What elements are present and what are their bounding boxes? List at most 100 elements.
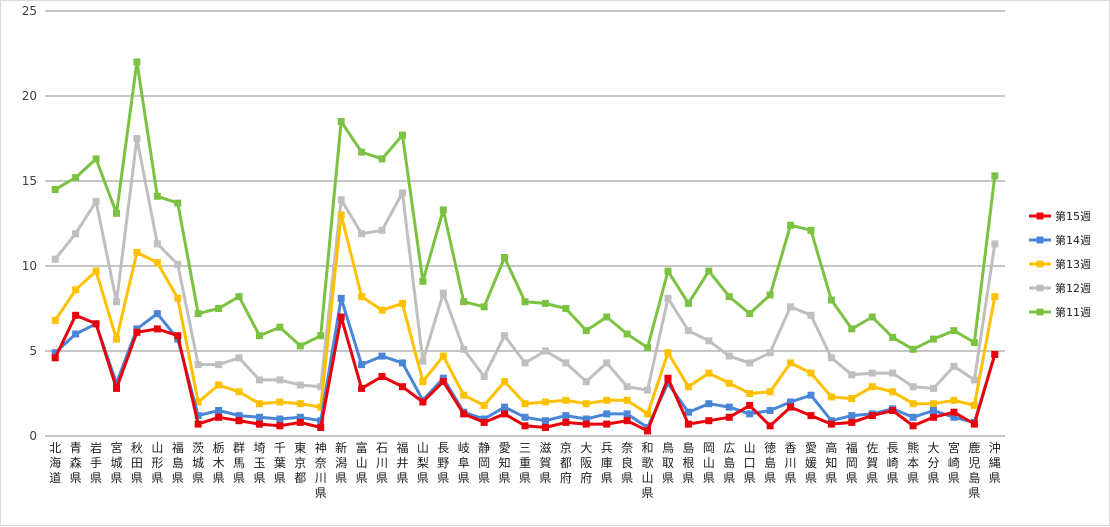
data-point [153, 259, 161, 267]
data-point [930, 400, 938, 408]
data-point [317, 424, 325, 431]
y-tick-label: 5 [29, 344, 37, 358]
data-point [358, 148, 366, 156]
data-point [991, 240, 999, 248]
data-point [255, 420, 263, 428]
data-point [766, 388, 774, 396]
data-point [72, 174, 80, 182]
x-tick-label: 福岡県 [846, 440, 858, 485]
data-point [909, 400, 917, 408]
data-point [337, 211, 345, 219]
x-tick-label: 青森県 [70, 441, 82, 485]
x-tick-label: 新潟県 [335, 440, 347, 485]
data-point [112, 379, 120, 387]
data-point [950, 396, 958, 404]
data-point [705, 267, 713, 275]
data-point [378, 306, 386, 314]
legend-marker [1036, 236, 1044, 244]
data-point [970, 401, 978, 409]
x-tick-label: 滋賀県 [539, 441, 551, 485]
data-point [603, 359, 611, 367]
data-point [807, 412, 815, 420]
data-point [562, 396, 570, 404]
data-point [807, 369, 815, 377]
data-point [950, 362, 958, 370]
data-point [684, 420, 692, 428]
data-point [603, 313, 611, 321]
x-tick-label: 京都府 [560, 441, 572, 485]
data-point [358, 230, 366, 238]
x-tick-label: 愛知県 [499, 441, 511, 485]
data-point [133, 135, 141, 142]
data-point [603, 420, 611, 428]
data-point [868, 369, 876, 377]
data-point [398, 359, 406, 367]
data-point [664, 294, 672, 302]
data-point [644, 344, 652, 352]
legend-marker [1036, 308, 1044, 316]
data-point [521, 413, 529, 421]
data-point [909, 413, 917, 421]
x-tick-label: 熊本県 [907, 440, 919, 485]
data-point [705, 369, 713, 377]
data-point [317, 332, 325, 340]
x-tick-label: 長崎県 [887, 441, 899, 485]
data-point [787, 221, 795, 229]
data-point [72, 286, 80, 294]
data-point [562, 418, 570, 426]
data-point [337, 313, 345, 321]
data-point [174, 332, 182, 340]
x-tick-label: 静岡県 [478, 441, 490, 485]
data-point [215, 361, 223, 369]
data-point [684, 327, 692, 335]
data-point [92, 267, 100, 275]
data-point [889, 369, 897, 377]
data-point [112, 209, 120, 217]
data-point [930, 413, 938, 421]
y-tick-label: 25 [22, 4, 37, 18]
legend-marker [1036, 212, 1044, 220]
data-point [521, 298, 529, 306]
data-point [623, 396, 631, 404]
data-point [112, 384, 120, 392]
series-4 [51, 135, 999, 394]
data-point [603, 396, 611, 404]
data-point [72, 311, 80, 319]
data-point [725, 293, 733, 301]
data-point [766, 422, 774, 430]
x-tick-label: 秋田県 [131, 441, 143, 485]
data-point [562, 412, 570, 420]
x-tick-label: 香川県 [785, 441, 797, 485]
x-tick-label: 福井県 [396, 440, 408, 485]
data-point [950, 413, 958, 421]
data-point [460, 298, 468, 306]
data-point [378, 155, 386, 163]
data-point [848, 325, 856, 333]
data-point [930, 384, 938, 392]
data-point [684, 408, 692, 416]
data-point [970, 420, 978, 428]
legend-label: 第11週 [1055, 305, 1091, 319]
data-point [255, 332, 263, 340]
data-point [970, 376, 978, 384]
data-point [848, 418, 856, 426]
data-point [684, 383, 692, 391]
data-point [133, 328, 141, 336]
data-point [868, 313, 876, 321]
data-point [215, 381, 223, 389]
x-tick-label: 兵庫県 [601, 441, 613, 485]
data-point [358, 361, 366, 369]
data-point [807, 311, 815, 319]
data-point [398, 131, 406, 139]
data-point [398, 189, 406, 197]
data-point [623, 383, 631, 391]
data-point [153, 192, 161, 200]
data-point [664, 349, 672, 357]
data-point [868, 383, 876, 391]
data-point [930, 407, 938, 414]
data-point [889, 388, 897, 396]
data-point [541, 299, 549, 307]
x-tick-label: 鹿児島県 [968, 440, 980, 500]
y-tick-label: 0 [29, 429, 37, 443]
